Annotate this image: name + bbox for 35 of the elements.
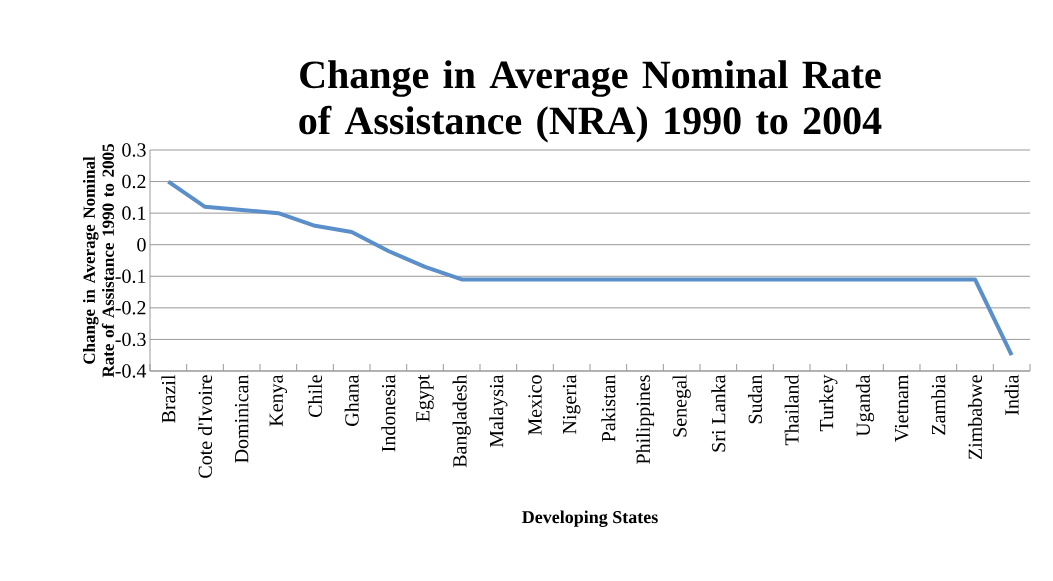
x-tick-label: Bangladesh [452,374,471,468]
y-tick-label: -0.4 [115,364,147,378]
chart-title: Change in Average Nominal Rate of Assistance (NRA) 1990 to 2004 [299,60,882,143]
y-tick-label: -0.3 [115,332,146,347]
x-tick-label: Philippines [635,375,655,464]
x-tick-label: Dominican [234,374,249,463]
x-tick-label: Egypt [416,374,434,422]
x-tick-label: Cote d'Ivoire [197,375,213,478]
x-tick-label: Zambia [931,374,946,435]
x-tick-label: Vietnam [894,374,909,442]
x-tick-label: Zimbabwe [967,375,983,460]
x-tick-label: Senegal [672,374,691,437]
x-tick-label: Uganda [855,374,875,437]
x-tick-label: Ghana [344,374,359,426]
x-tick-label: India [1004,374,1019,415]
x-tick-label: Mexico [528,375,542,436]
x-tick-label: Nigeria [562,374,581,434]
x-tick-label: Malaysia [489,374,508,448]
y-tick-label: 0.1 [122,206,146,220]
x-tick-label: Thailand [784,374,799,446]
x-tick-label: Kenya [269,374,288,427]
x-axis-title: Developing States [522,510,658,527]
x-tick-label: Pakistan [601,374,616,442]
y-tick-label: 0.3 [122,143,146,157]
x-tick-label: Sri Lanka [711,374,726,452]
x-tick-label: Brazil [161,374,176,423]
y-axis-title: Change in Average Nominal Rate of Assistance 1990 to 2005 [82,144,114,378]
x-tick-label: Indonesia [381,374,396,452]
y-tick-label: 0.2 [122,174,146,189]
x-tick-label: Sudan [747,374,763,424]
x-tick-label: Chile [307,375,323,418]
y-tick-label: -0.2 [115,301,146,315]
y-tick-label: 0 [137,237,146,252]
x-tick-label: Turkey [819,374,838,432]
y-tick-label: -0.1 [115,269,146,284]
